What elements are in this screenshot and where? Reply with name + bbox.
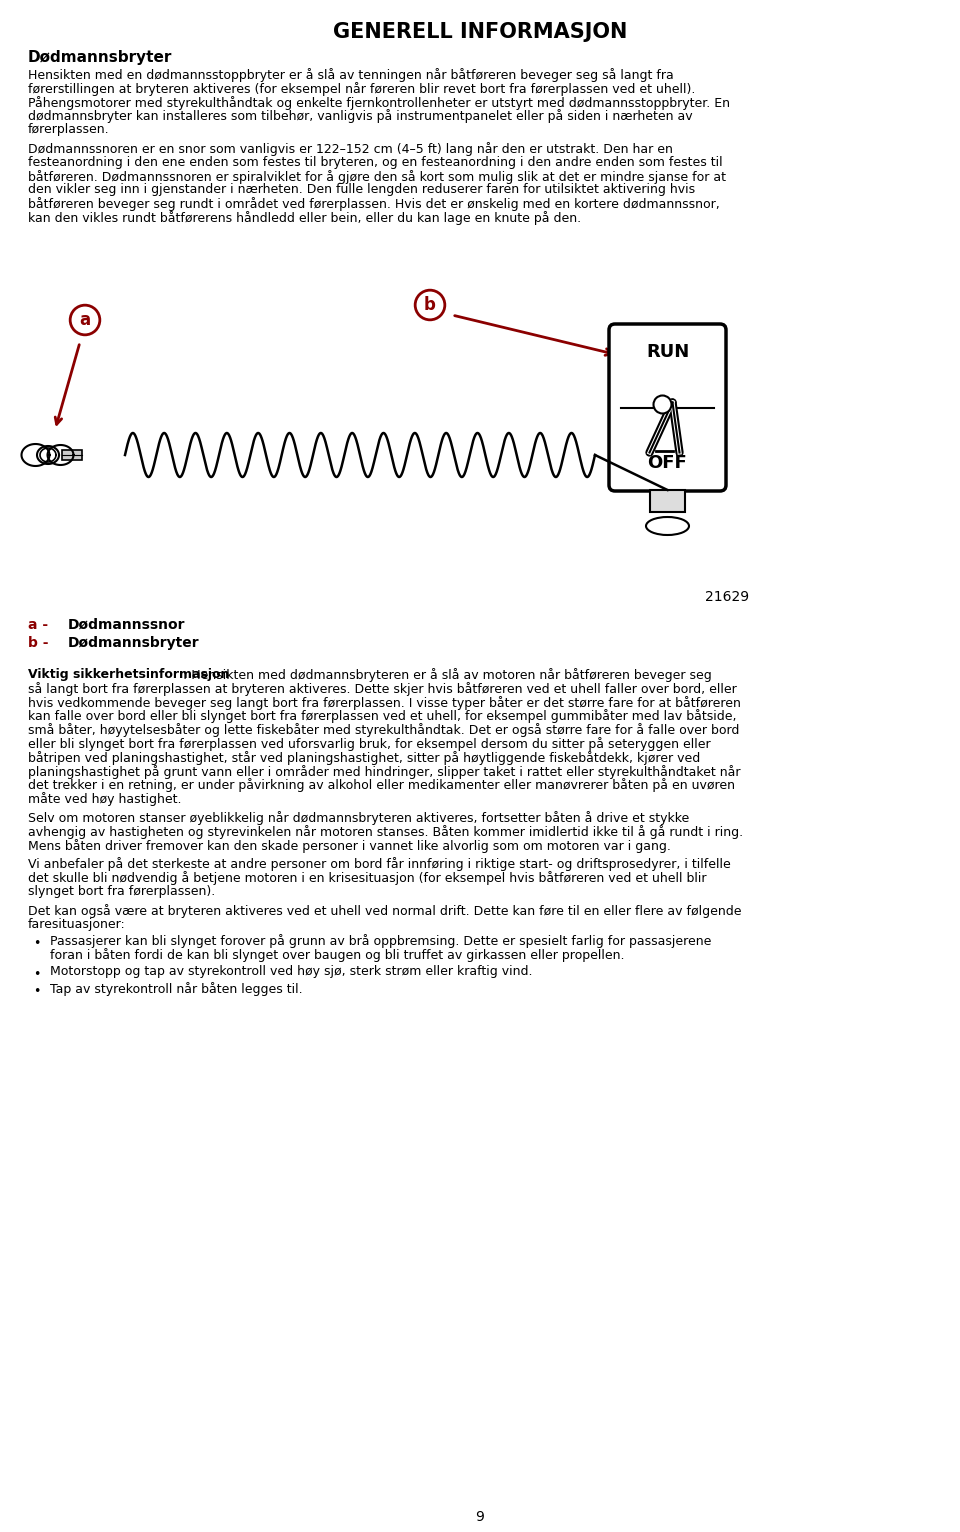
FancyBboxPatch shape: [609, 323, 726, 490]
Text: 21629: 21629: [706, 590, 750, 604]
Text: dødmannsbryter kan installeres som tilbehør, vanligvis på instrumentpanelet elle: dødmannsbryter kan installeres som tilbe…: [28, 109, 692, 124]
Text: festeanordning i den ene enden som festes til bryteren, og en festeanordning i d: festeanordning i den ene enden som feste…: [28, 156, 723, 169]
Polygon shape: [37, 446, 59, 464]
Text: hvis vedkommende beveger seg langt bort fra førerplassen. I visse typer båter er: hvis vedkommende beveger seg langt bort …: [28, 696, 741, 709]
Text: Motorstopp og tap av styrekontroll ved høy sjø, sterk strøm eller kraftig vind.: Motorstopp og tap av styrekontroll ved h…: [50, 965, 533, 977]
Text: Det kan også være at bryteren aktiveres ved et uhell ved normal drift. Dette kan: Det kan også være at bryteren aktiveres …: [28, 904, 741, 918]
Text: det trekker i en retning, er under påvirkning av alkohol eller medikamenter elle: det trekker i en retning, er under påvir…: [28, 778, 735, 792]
Text: kan den vikles rundt båtførerens håndledd eller bein, eller du kan lage en knute: kan den vikles rundt båtførerens håndled…: [28, 211, 581, 225]
Text: det skulle bli nødvendig å betjene motoren i en krisesituasjon (for eksempel hvi: det skulle bli nødvendig å betjene motor…: [28, 872, 707, 885]
Text: eller bli slynget bort fra førerplassen ved uforsvarlig bruk, for eksempel derso: eller bli slynget bort fra førerplassen …: [28, 737, 710, 751]
Text: OFF: OFF: [648, 453, 687, 472]
Circle shape: [654, 395, 671, 414]
Text: den vikler seg inn i gjenstander i nærheten. Den fulle lengden reduserer faren f: den vikler seg inn i gjenstander i nærhe…: [28, 184, 695, 196]
Text: 9: 9: [475, 1511, 485, 1524]
Text: Tap av styrekontroll når båten legges til.: Tap av styrekontroll når båten legges ti…: [50, 982, 302, 996]
Text: •: •: [33, 968, 40, 980]
Text: b -: b -: [28, 636, 49, 650]
Text: båtripen ved planingshastighet, står ved planingshastighet, sitter på høytliggen: båtripen ved planingshastighet, står ved…: [28, 751, 700, 764]
Text: så langt bort fra førerplassen at bryteren aktiveres. Dette skjer hvis båtførere: så langt bort fra førerplassen at bryter…: [28, 682, 736, 696]
Polygon shape: [21, 444, 50, 466]
Text: kan falle over bord eller bli slynget bort fra førerplassen ved et uhell, for ek: kan falle over bord eller bli slynget bo…: [28, 709, 736, 723]
Text: planingshastighet på grunt vann eller i områder med hindringer, slipper taket i : planingshastighet på grunt vann eller i …: [28, 764, 740, 778]
Polygon shape: [47, 444, 74, 466]
Text: Passasjerer kan bli slynget forover på grunn av brå oppbremsing. Dette er spesie: Passasjerer kan bli slynget forover på g…: [50, 935, 711, 948]
Text: førerstillingen at bryteren aktiveres (for eksempel når føreren blir revet bort : førerstillingen at bryteren aktiveres (f…: [28, 81, 695, 97]
Text: slynget bort fra førerplassen).: slynget bort fra førerplassen).: [28, 885, 215, 898]
Text: Dødmannsbryter: Dødmannsbryter: [68, 636, 200, 650]
Text: Mens båten driver fremover kan den skade personer i vannet like alvorlig som om : Mens båten driver fremover kan den skade…: [28, 838, 671, 853]
Text: Selv om motoren stanser øyeblikkelig når dødmannsbryteren aktiveres, fortsetter : Selv om motoren stanser øyeblikkelig når…: [28, 810, 689, 824]
Text: foran i båten fordi de kan bli slynget over baugen og bli truffet av girkassen e: foran i båten fordi de kan bli slynget o…: [50, 948, 625, 962]
Bar: [650, 490, 685, 512]
Text: GENERELL INFORMASJON: GENERELL INFORMASJON: [333, 21, 627, 41]
Text: Dødmannsbryter: Dødmannsbryter: [28, 51, 173, 64]
Text: små båter, høyytelsesbåter og lette fiskebåter med styrekulthåndtak. Det er også: små båter, høyytelsesbåter og lette fisk…: [28, 723, 739, 737]
Text: : Hensikten med dødmannsbryteren er å slå av motoren når båtføreren beveger seg: : Hensikten med dødmannsbryteren er å sl…: [183, 668, 711, 682]
Text: RUN: RUN: [646, 343, 689, 362]
Text: båtføreren beveger seg rundt i området ved førerplassen. Hvis det er ønskelig me: båtføreren beveger seg rundt i området v…: [28, 198, 720, 211]
Text: førerplassen.: førerplassen.: [28, 123, 109, 136]
Text: Dødmannssnor: Dødmannssnor: [68, 617, 185, 633]
Text: måte ved høy hastighet.: måte ved høy hastighet.: [28, 792, 181, 806]
Text: Påhengsmotorer med styrekulthåndtak og enkelte fjernkontrollenheter er utstyrt m: Påhengsmotorer med styrekulthåndtak og e…: [28, 95, 730, 110]
Text: avhengig av hastigheten og styrevinkelen når motoren stanses. Båten kommer imidl: avhengig av hastigheten og styrevinkelen…: [28, 824, 743, 838]
Ellipse shape: [646, 516, 689, 535]
Text: a: a: [80, 311, 90, 329]
Text: båtføreren. Dødmannssnoren er spiralviklet for å gjøre den så kort som mulig sli: båtføreren. Dødmannssnoren er spiralvikl…: [28, 170, 726, 184]
Text: b: b: [424, 296, 436, 314]
Text: Dødmannssnoren er en snor som vanligvis er 122–152 cm (4–5 ft) lang når den er u: Dødmannssnoren er en snor som vanligvis …: [28, 142, 673, 156]
Bar: [62, 450, 82, 460]
Text: Vi anbefaler på det sterkeste at andre personer om bord får innføring i riktige : Vi anbefaler på det sterkeste at andre p…: [28, 858, 731, 872]
Text: •: •: [33, 985, 40, 997]
Text: Viktig sikkerhetsinformasjon: Viktig sikkerhetsinformasjon: [28, 668, 229, 682]
Text: a -: a -: [28, 617, 48, 633]
Text: faresituasjoner:: faresituasjoner:: [28, 918, 126, 930]
Text: •: •: [33, 938, 40, 950]
Text: Hensikten med en dødmannsstoppbryter er å slå av tenningen når båtføreren bevege: Hensikten med en dødmannsstoppbryter er …: [28, 67, 674, 83]
